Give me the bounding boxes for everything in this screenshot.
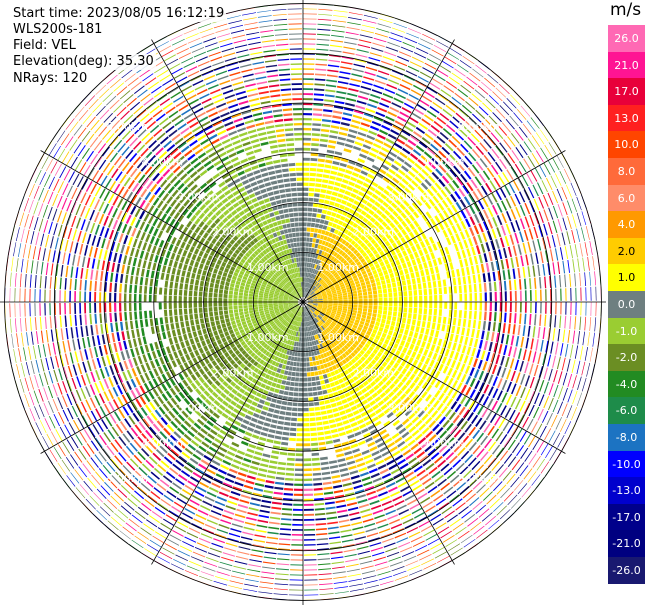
colorbar-tick-label: 4.0 <box>617 218 636 232</box>
colorbar-cell <box>608 264 645 291</box>
colorbar-cell <box>608 291 645 318</box>
range-label: 3.00km <box>388 402 430 415</box>
colorbar-cell <box>608 344 645 371</box>
range-label: 5.00km <box>106 120 148 133</box>
range-label: 3.00km <box>388 191 430 204</box>
azimuth-spoke <box>151 39 304 303</box>
colorbar-cell <box>608 211 645 238</box>
colorbar-tick-label: 1.0 <box>617 271 636 285</box>
colorbar-tick-label: -17.0 <box>612 510 641 524</box>
field-label: Field: VEL <box>11 38 78 54</box>
range-label: 1.00km <box>247 261 289 274</box>
range-labels: 1.00km 2.00km 3.00km 4.00km 5.00km 1.00km 2.00… <box>106 120 499 485</box>
colorbar-cell <box>608 477 645 504</box>
colorbar-tick-label: -21.0 <box>612 537 641 551</box>
colorbar-tick-label: -8.0 <box>615 431 638 444</box>
azimuth-spoke <box>151 301 304 565</box>
range-label: 2.00km <box>353 366 395 379</box>
azimuth-spoke <box>302 39 455 303</box>
colorbar-tick-label: -2.0 <box>615 351 638 365</box>
azimuth-spoke <box>40 301 304 454</box>
range-label: 2.00km <box>353 226 395 239</box>
colorbar-tick-label: 21.0 <box>614 58 639 72</box>
range-label: 5.00km <box>106 472 148 485</box>
colorbar-tick-label: 0.0 <box>617 298 636 311</box>
colorbar-cell <box>608 104 645 132</box>
colorbar-cell <box>608 25 645 52</box>
range-label: 4.00km <box>142 437 184 450</box>
colorbar-tick-label: -30.0 <box>612 590 641 604</box>
range-label: 4.00km <box>423 437 465 450</box>
start-time-label: Start time: 2023/08/05 16:12:19 <box>11 6 227 22</box>
colorbar-tick-label: 2.0 <box>617 244 636 258</box>
range-label: 1.00km <box>247 331 289 344</box>
colorbar-cell <box>608 78 645 105</box>
range-label: 3.00km <box>177 191 219 204</box>
elevation-label: Elevation(deg): 35.30 <box>11 54 156 70</box>
colorbar-tick-label: 13.0 <box>614 111 639 125</box>
colorbar-tick-label: 26.0 <box>614 32 639 45</box>
range-label: 4.00km <box>142 155 184 168</box>
range-rings <box>0 0 606 605</box>
colorbar-cell <box>608 370 645 398</box>
range-label: 5.00km <box>458 472 500 485</box>
ppi-plot: 1.00km 2.00km 3.00km 4.00km 5.00km 1.00km 2.00… <box>0 0 606 605</box>
colorbar-tick-label: -10.0 <box>612 457 641 471</box>
colorbar-cell <box>608 51 645 79</box>
colorbar-tick-label: -1.0 <box>615 324 638 338</box>
instrument-label: WLS200s-181 <box>11 22 105 38</box>
colorbar-tick-label: -4.0 <box>615 377 638 391</box>
colorbar-tick-label: -13.0 <box>612 484 641 498</box>
velocity-field <box>4 3 602 601</box>
range-label: 1.00km <box>317 261 359 274</box>
colorbar-cell <box>608 237 645 265</box>
colorbar-cell <box>608 503 645 531</box>
colorbar-tick-label: 8.0 <box>617 165 636 178</box>
colorbar-cell <box>608 131 645 158</box>
colorbar-cell <box>608 184 645 212</box>
colorbar-cell <box>608 424 645 451</box>
colorbar: 26.0 21.0 17.0 13.0 10.0 8.0 6.0 4.0 2.0 1.0 0.0 -1… <box>608 25 645 604</box>
azimuth-spoke <box>302 301 455 565</box>
colorbar-tick-label: 17.0 <box>614 85 639 99</box>
range-label: 4.00km <box>423 155 465 168</box>
colorbar-cell <box>608 530 645 557</box>
azimuth-spoke <box>40 150 304 303</box>
colorbar-tick-label: 6.0 <box>617 191 636 205</box>
colorbar-tick-label: -6.0 <box>615 404 638 418</box>
azimuth-spoke <box>302 301 566 454</box>
colorbar-cell <box>608 557 645 584</box>
colorbar-cell <box>608 158 645 185</box>
colorbar-tick-label: 10.0 <box>614 138 639 152</box>
colorbar-cell <box>608 397 645 424</box>
nrays-label: NRays: 120 <box>11 71 90 87</box>
range-label: 3.00km <box>177 402 219 415</box>
colorbar-tick-label: -26.0 <box>612 564 641 577</box>
range-label: 5.00km <box>458 120 500 133</box>
colorbar-cell <box>608 450 645 478</box>
range-label: 2.00km <box>212 226 254 239</box>
range-label: 1.00km <box>317 331 359 344</box>
azimuth-spoke <box>302 150 566 303</box>
colorbar-cell <box>608 317 645 345</box>
range-label: 2.00km <box>212 366 254 379</box>
colorbar-unit: m/s <box>610 0 642 20</box>
